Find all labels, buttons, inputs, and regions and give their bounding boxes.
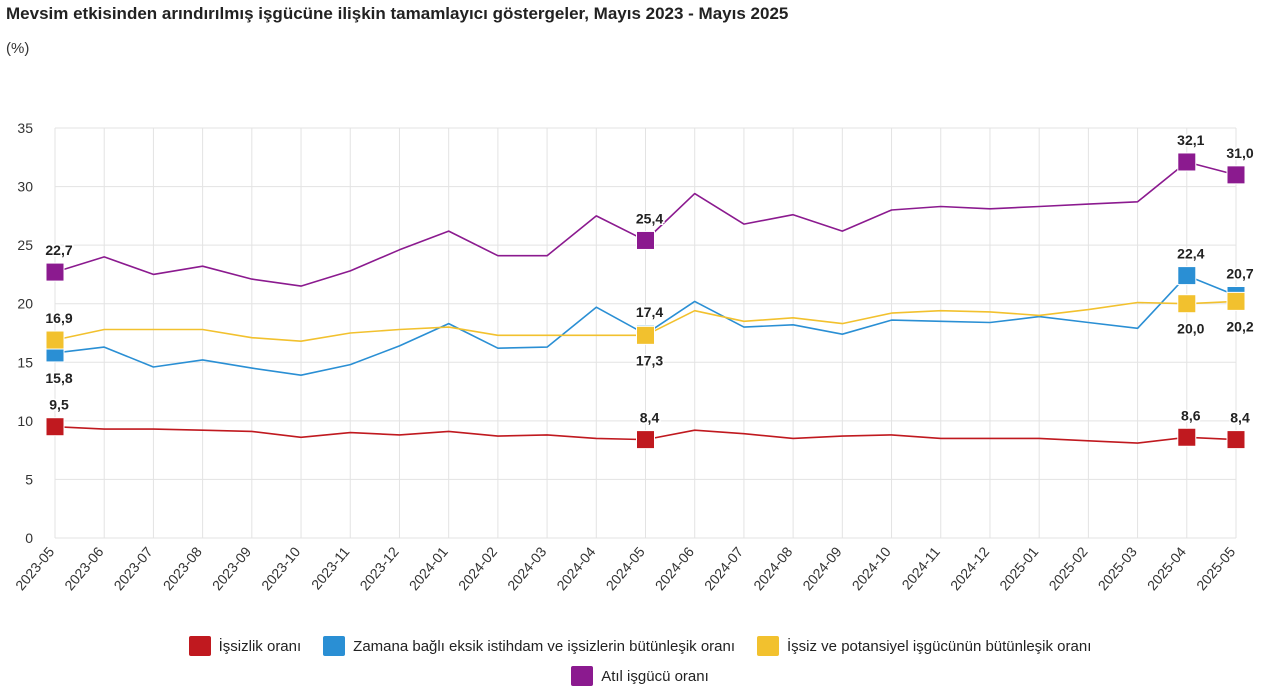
- y-tick-label: 15: [17, 354, 33, 370]
- series-marker-2: [636, 325, 655, 345]
- legend-item-zamana-bagli[interactable]: Zamana bağlı eksik istihdam ve işsizleri…: [323, 636, 735, 656]
- legend-swatch-zamana-bagli: [323, 636, 346, 656]
- legend-label-zamana-bagli: Zamana bağlı eksik istihdam ve işsizleri…: [353, 637, 736, 655]
- data-label: 8,4: [1230, 410, 1250, 426]
- x-tick-label: 2024-04: [553, 543, 598, 593]
- unit-label: (%): [6, 40, 30, 57]
- y-tick-label: 35: [17, 120, 33, 136]
- data-label: 8,6: [1181, 407, 1201, 423]
- data-label: 20,7: [1226, 266, 1253, 282]
- x-tick-label: 2025-02: [1045, 543, 1090, 593]
- y-tick-label: 20: [17, 296, 33, 312]
- x-tick-label: 2023-09: [209, 543, 254, 593]
- series-marker-2: [45, 330, 65, 350]
- series-marker-2: [1226, 291, 1246, 311]
- x-tick-label: 2024-01: [406, 543, 451, 593]
- x-tick-label: 2024-09: [799, 543, 844, 593]
- legend-label-atil-isgucu: Atıl işgücü oranı: [601, 667, 709, 685]
- x-tick-label: 2024-08: [750, 543, 795, 593]
- series-marker-3: [45, 262, 65, 282]
- x-tick-label: 2023-11: [308, 543, 353, 592]
- x-tick-label: 2023-10: [258, 543, 303, 593]
- data-label: 15,8: [45, 370, 72, 386]
- x-tick-label: 2025-04: [1144, 543, 1189, 593]
- series-marker-2: [1177, 294, 1197, 314]
- x-tick-label: 2024-05: [603, 543, 648, 593]
- x-tick-label: 2024-07: [701, 543, 746, 593]
- legend-item-issiz-potansiyel[interactable]: İşsiz ve potansiyel işgücünün bütünleşik…: [757, 636, 1091, 656]
- data-label: 8,4: [640, 410, 660, 426]
- y-tick-label: 5: [25, 471, 33, 487]
- y-tick-label: 30: [17, 179, 33, 195]
- series-marker-0: [45, 417, 65, 437]
- y-tick-label: 25: [17, 237, 33, 253]
- legend-label-issiz-potansiyel: İşsiz ve potansiyel işgücünün bütünleşik…: [787, 637, 1092, 655]
- legend-swatch-atil-isgucu: [571, 666, 594, 686]
- legend-swatch-issizlik: [188, 636, 211, 656]
- x-tick-label: 2023-08: [160, 543, 205, 593]
- x-tick-label: 2024-02: [455, 543, 500, 593]
- data-label: 17,4: [636, 304, 663, 320]
- data-label: 17,3: [636, 352, 663, 368]
- x-tick-label: 2024-10: [849, 543, 894, 593]
- y-tick-label: 0: [25, 530, 33, 546]
- series-marker-0: [1226, 430, 1246, 450]
- series-marker-0: [1177, 427, 1197, 447]
- x-tick-label: 2023-07: [110, 543, 155, 593]
- legend: İşsizlik oranı Zamana bağlı eksik istihd…: [0, 636, 1280, 696]
- legend-label-issizlik: İşsizlik oranı: [218, 637, 302, 655]
- x-tick-label: 2024-11: [898, 543, 943, 592]
- data-label: 20,2: [1226, 318, 1253, 334]
- data-label: 22,4: [1177, 246, 1204, 262]
- data-label: 9,5: [49, 397, 69, 413]
- x-tick-label: 2025-05: [1193, 543, 1238, 593]
- data-label: 22,7: [45, 242, 72, 258]
- series-marker-3: [1226, 165, 1246, 185]
- x-tick-label: 2024-12: [947, 543, 992, 593]
- series-marker-1: [1177, 266, 1197, 286]
- series-marker-3: [636, 230, 655, 250]
- data-label: 25,4: [636, 210, 663, 226]
- x-tick-label: 2023-12: [356, 543, 401, 593]
- data-label: 20,0: [1177, 321, 1204, 337]
- x-tick-label: 2023-05: [12, 543, 57, 593]
- x-tick-label: 2024-06: [652, 543, 697, 593]
- x-tick-label: 2024-03: [504, 543, 549, 593]
- y-tick-label: 10: [17, 413, 33, 429]
- data-label: 32,1: [1177, 132, 1204, 148]
- x-tick-label: 2025-01: [996, 543, 1041, 593]
- x-tick-label: 2025-03: [1095, 543, 1140, 593]
- data-label: 31,0: [1226, 145, 1253, 161]
- legend-swatch-issiz-potansiyel: [757, 636, 780, 656]
- x-tick-label: 2023-06: [61, 543, 106, 593]
- series-marker-3: [1177, 152, 1197, 172]
- chart-title: Mevsim etkisinden arındırılmış işgücüne …: [6, 4, 789, 23]
- legend-item-issizlik[interactable]: İşsizlik oranı: [188, 636, 302, 656]
- series-marker-0: [636, 430, 655, 450]
- data-label: 16,9: [45, 310, 72, 326]
- legend-item-atil-isgucu[interactable]: Atıl işgücü oranı: [571, 666, 709, 686]
